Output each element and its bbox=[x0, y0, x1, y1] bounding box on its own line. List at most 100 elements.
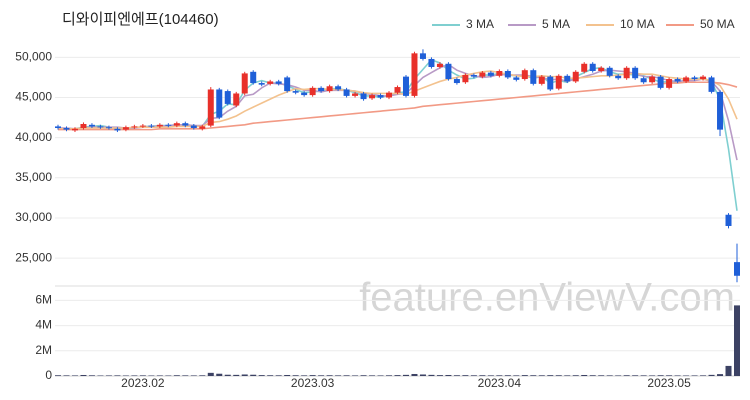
volume-bar bbox=[233, 374, 240, 376]
volume-bar bbox=[139, 375, 146, 376]
candle-body bbox=[708, 77, 715, 92]
volume-bar bbox=[615, 375, 622, 376]
legend-label: 5 MA bbox=[542, 17, 570, 31]
candle-body bbox=[649, 76, 656, 83]
candle-body bbox=[258, 83, 265, 85]
candle-body bbox=[632, 67, 639, 79]
candle-body bbox=[377, 95, 384, 98]
volume-bar bbox=[428, 374, 435, 376]
volume-bar bbox=[224, 374, 231, 376]
volume-bar bbox=[419, 374, 426, 376]
volume-bar bbox=[479, 375, 486, 376]
volume-bar bbox=[182, 375, 189, 376]
candle-body bbox=[55, 126, 61, 129]
candle-body bbox=[479, 72, 486, 77]
candle-body bbox=[63, 128, 70, 130]
volume-bar bbox=[513, 375, 520, 376]
volume-bar bbox=[436, 375, 443, 376]
x-tick-label: 2023.04 bbox=[478, 376, 522, 390]
volume-bar bbox=[555, 375, 562, 376]
volume-bar bbox=[725, 365, 732, 376]
x-tick-label: 2023.03 bbox=[291, 376, 335, 390]
volume-bar bbox=[470, 375, 477, 376]
volume-bar bbox=[190, 375, 197, 376]
candle-body bbox=[666, 79, 673, 88]
volume-bar bbox=[199, 375, 206, 376]
candle-body bbox=[318, 87, 325, 92]
candle-body bbox=[436, 63, 443, 67]
volume-bar bbox=[530, 375, 537, 376]
watermark: feature.enViewV.com bbox=[359, 276, 735, 320]
y-tick-label: 50,000 bbox=[15, 50, 52, 64]
volume-bar bbox=[131, 375, 138, 376]
y2-tick-label: 4M bbox=[35, 318, 52, 332]
candle-body bbox=[131, 126, 138, 128]
volume-bar bbox=[734, 305, 740, 376]
volume-bar bbox=[343, 375, 350, 376]
candle-body bbox=[547, 76, 554, 90]
volume-bar bbox=[453, 375, 460, 376]
volume-bar bbox=[80, 374, 87, 376]
candle-body bbox=[538, 76, 545, 84]
volume-bar bbox=[504, 375, 511, 376]
x-tick-label: 2023.05 bbox=[647, 376, 691, 390]
candle-body bbox=[674, 79, 681, 82]
volume-bar bbox=[394, 375, 401, 376]
volume-bar bbox=[335, 375, 342, 376]
volume-bar bbox=[88, 375, 95, 376]
candle-body bbox=[462, 75, 469, 83]
candle-body bbox=[725, 214, 732, 226]
volume-bar bbox=[241, 374, 248, 376]
volume-bar bbox=[666, 375, 673, 376]
volume-bar bbox=[708, 374, 715, 376]
candle-body bbox=[700, 76, 707, 80]
candle-body bbox=[555, 75, 562, 89]
legend-label: 3 MA bbox=[466, 17, 494, 31]
volume-bar bbox=[538, 375, 545, 376]
volume-bar bbox=[674, 375, 681, 376]
volume-bar bbox=[326, 375, 333, 376]
candle-body bbox=[199, 126, 206, 129]
volume-bar bbox=[386, 375, 393, 376]
candle-body bbox=[598, 67, 605, 71]
candle-body bbox=[470, 75, 477, 77]
candle-body bbox=[97, 126, 104, 128]
candle-body bbox=[139, 125, 146, 127]
candle-body bbox=[615, 75, 622, 79]
candle-body bbox=[207, 89, 214, 126]
volume-bar bbox=[377, 375, 384, 376]
volume-bar bbox=[649, 375, 656, 376]
volume-bar bbox=[97, 375, 104, 376]
volume-bar bbox=[292, 375, 299, 376]
candle-body bbox=[581, 63, 588, 72]
candle-body bbox=[453, 79, 460, 84]
candle-body bbox=[326, 86, 333, 92]
volume-bar bbox=[71, 375, 78, 376]
volume-bar bbox=[581, 374, 588, 376]
candle-body bbox=[114, 128, 121, 131]
volume-bar bbox=[352, 375, 359, 376]
volume-bar bbox=[572, 375, 579, 376]
volume-bar bbox=[63, 375, 70, 376]
candle-body bbox=[623, 67, 630, 79]
candle-body bbox=[513, 77, 520, 80]
volume-bar bbox=[462, 375, 469, 376]
candle-body bbox=[224, 91, 231, 104]
volume-bar bbox=[216, 373, 223, 376]
candle-body bbox=[173, 123, 180, 126]
volume-bar bbox=[207, 372, 214, 376]
volume-bar bbox=[623, 375, 630, 376]
chart-title: 디와이피엔에프(104460) bbox=[62, 11, 219, 28]
volume-bar bbox=[55, 375, 61, 376]
candle-body bbox=[564, 75, 571, 82]
candle-body bbox=[402, 76, 409, 96]
ma-line bbox=[57, 58, 738, 211]
candle-body bbox=[352, 93, 359, 96]
y2-tick-label: 6M bbox=[35, 293, 52, 307]
candle-body bbox=[182, 123, 189, 126]
candle-body bbox=[275, 81, 282, 84]
candle-body bbox=[445, 63, 452, 80]
volume-bar bbox=[564, 375, 571, 376]
candle-body bbox=[606, 67, 613, 76]
